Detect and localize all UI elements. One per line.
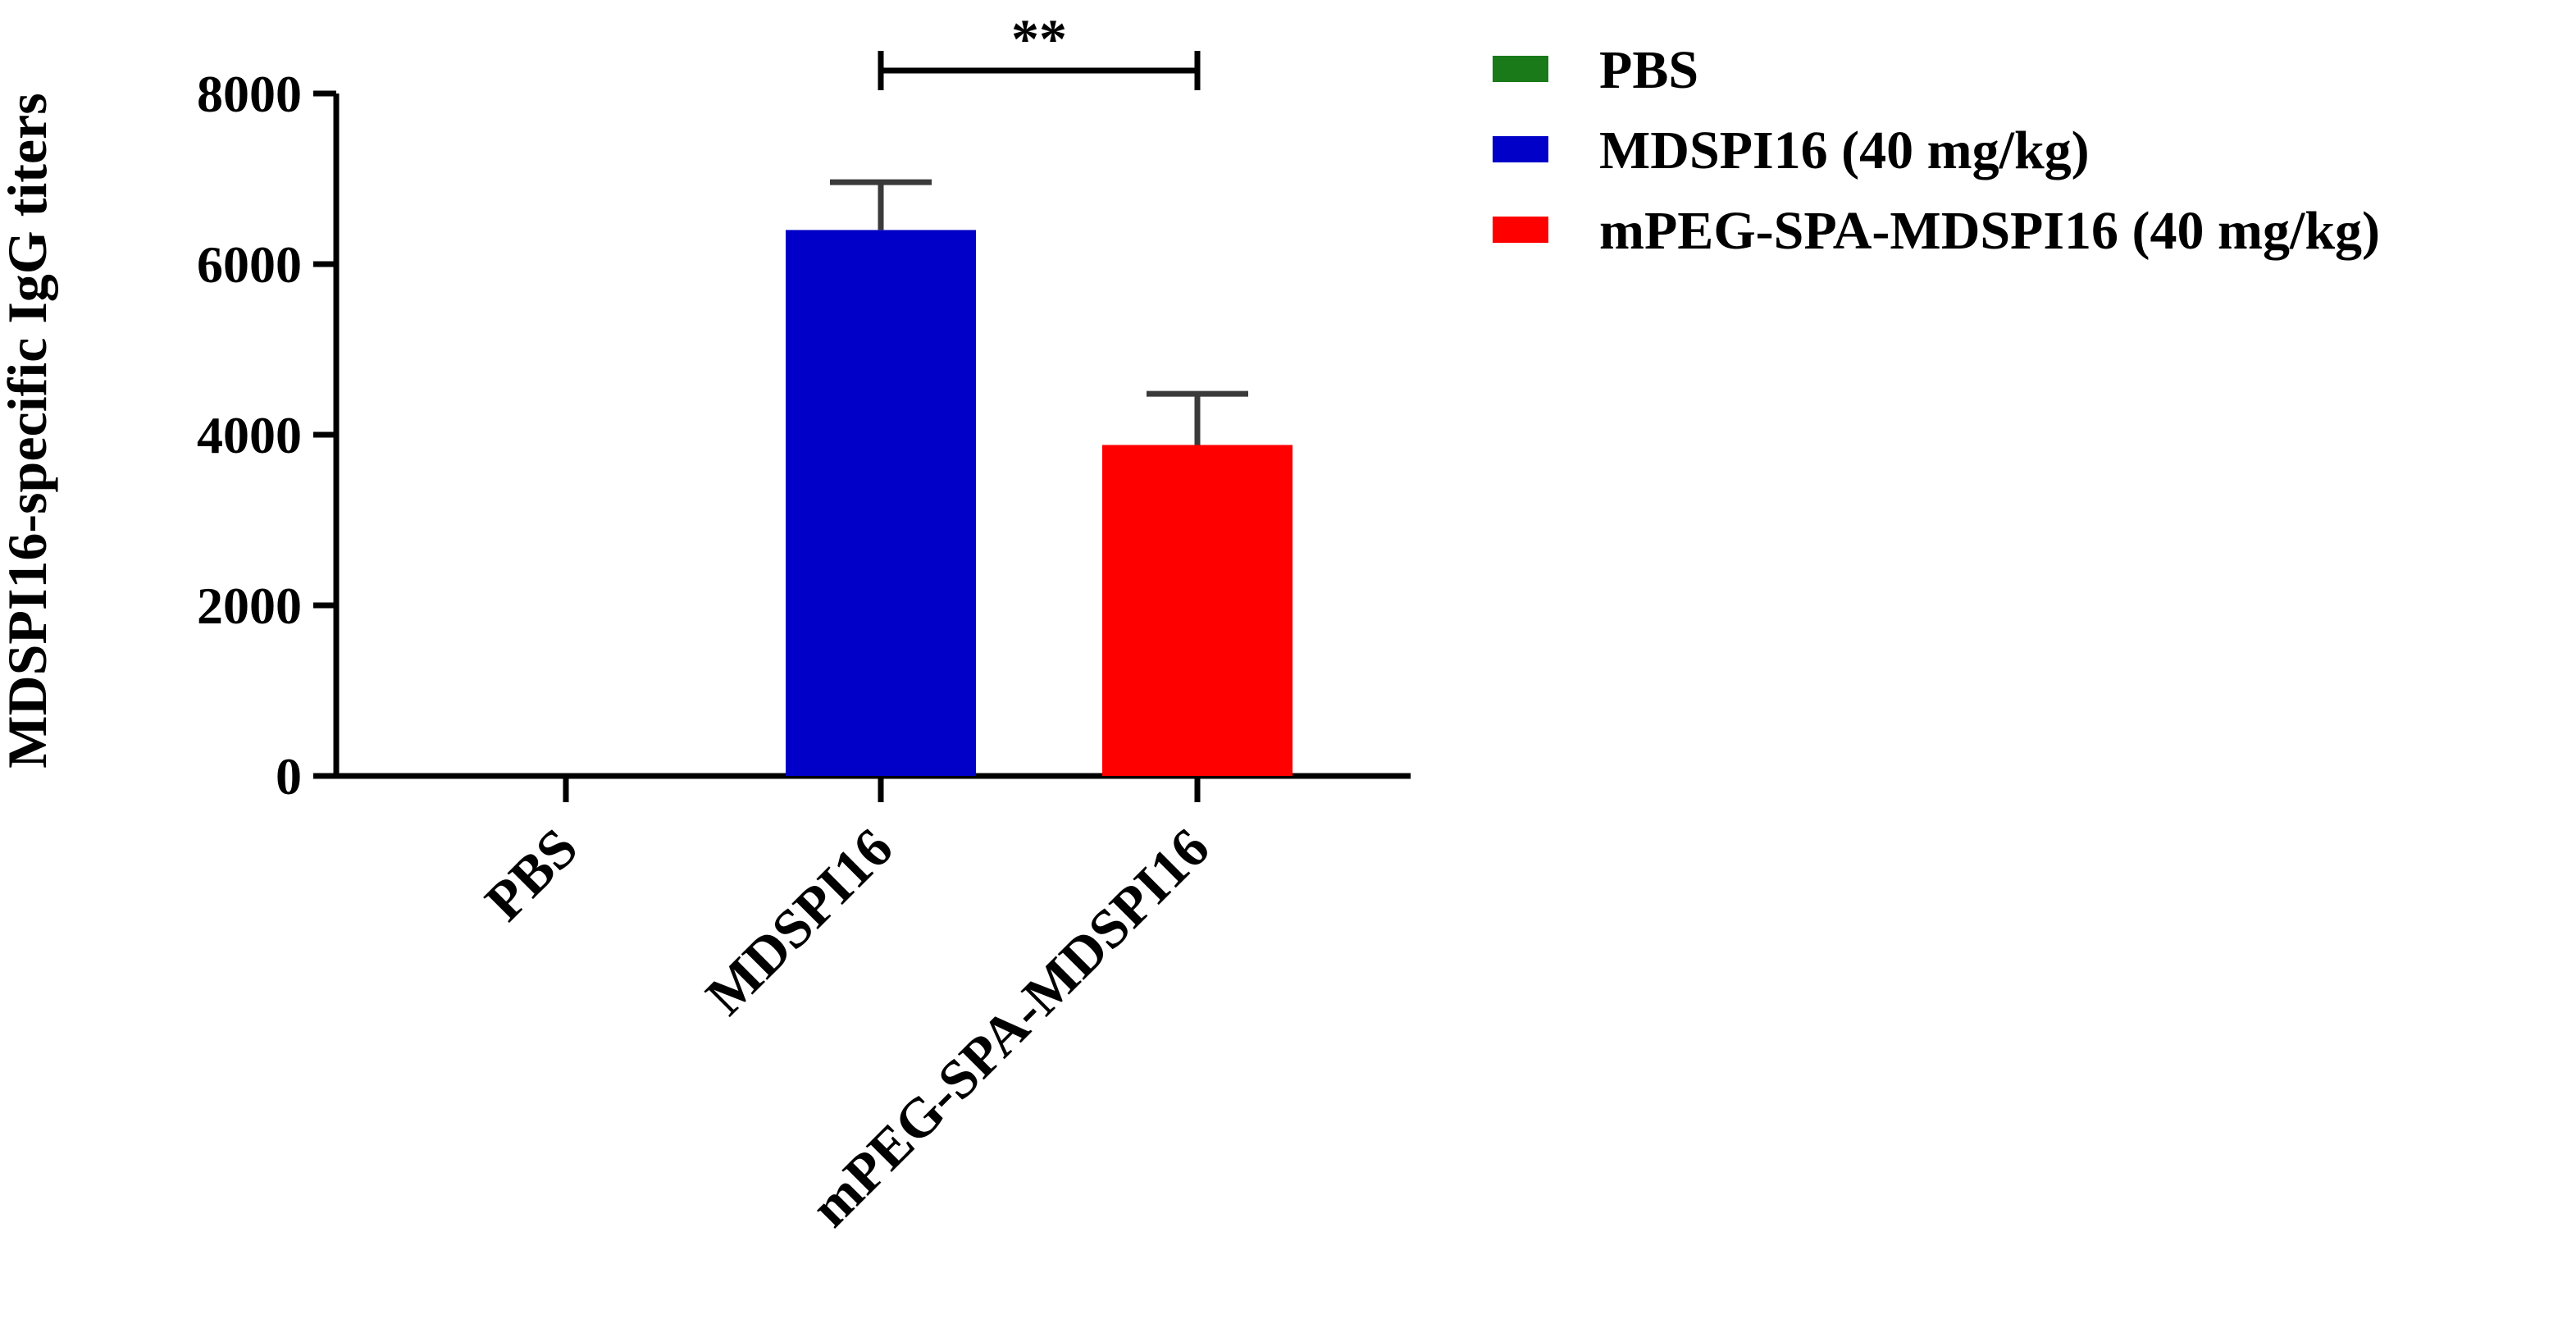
y-tick-label-0: 0: [276, 747, 302, 805]
y-tick-label-8000: 8000: [197, 65, 302, 123]
x-tick-label-MDSPI16: MDSPI16: [694, 816, 905, 1027]
legend-label-1: MDSPI16 (40 mg/kg): [1599, 121, 2090, 180]
legend-label-2: mPEG-SPA-MDSPI16 (40 mg/kg): [1599, 201, 2380, 261]
y-tick-label-6000: 6000: [197, 235, 302, 294]
significance-label-0: **: [1011, 7, 1067, 70]
x-tick-label-PBS: PBS: [473, 816, 590, 933]
y-tick-label-4000: 4000: [197, 406, 302, 464]
y-axis: 0 2000 4000 6000 8000: [197, 65, 340, 805]
legend-label-0: PBS: [1599, 40, 1698, 100]
legend-swatch-0: [1493, 56, 1548, 82]
significance-group: **: [878, 7, 1201, 90]
bars-group: [786, 230, 1293, 776]
y-axis-title: MDSPI16-specific IgG titers: [0, 93, 58, 768]
legend: PBS MDSPI16 (40 mg/kg) mPEG-SPA-MDSPI16 (4…: [1493, 40, 2380, 261]
legend-swatch-2: [1493, 217, 1548, 243]
y-tick-label-2000: 2000: [197, 577, 302, 635]
bar-MDSPI16: [786, 230, 976, 776]
error-bars-group: [830, 179, 1248, 445]
bar-mPEG-SPA-MDSPI16: [1102, 445, 1293, 776]
legend-swatch-1: [1493, 136, 1548, 162]
